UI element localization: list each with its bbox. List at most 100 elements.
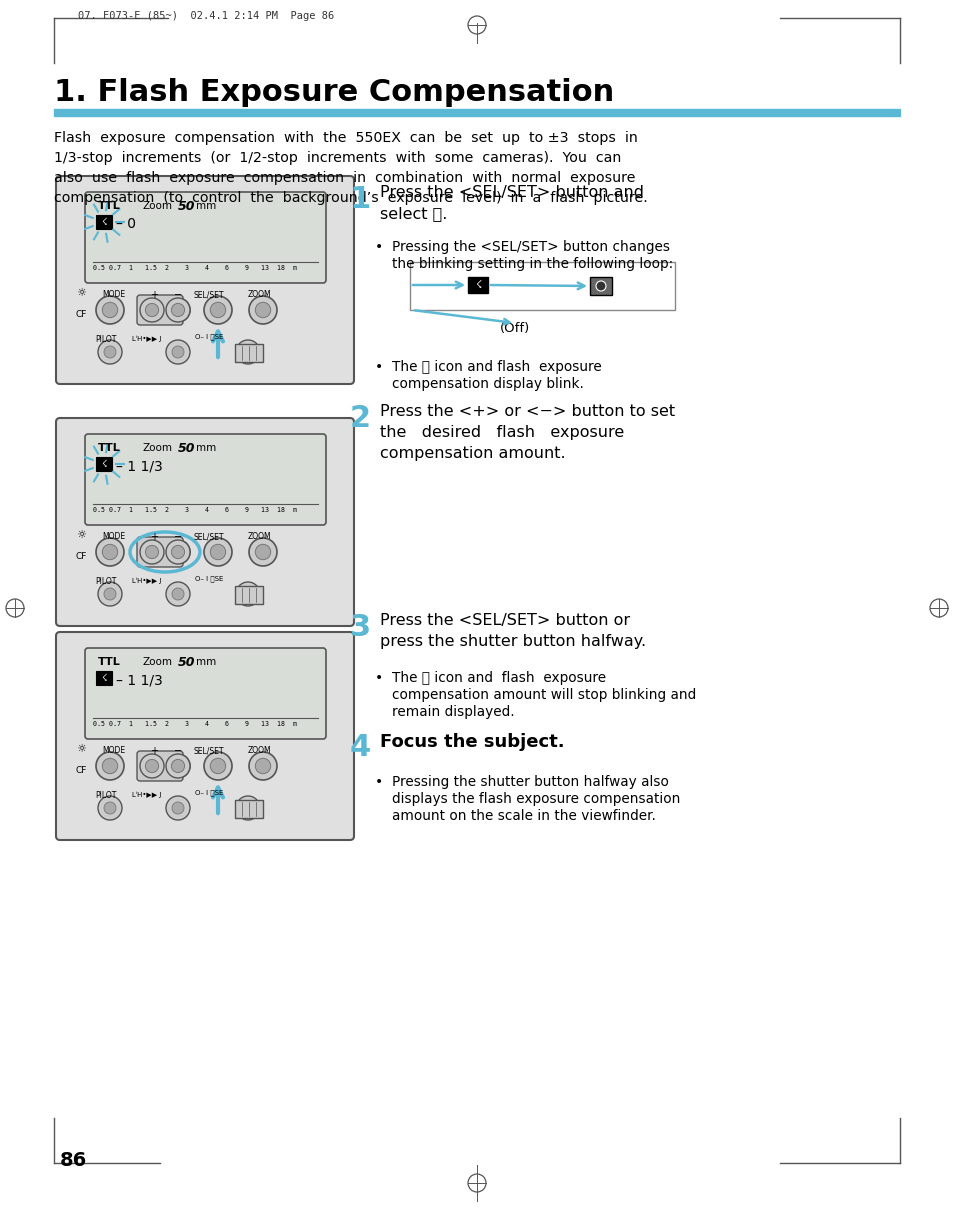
Text: the blinking setting in the following loop:: the blinking setting in the following lo… xyxy=(392,257,673,270)
Circle shape xyxy=(255,302,271,318)
Text: Press the <SEL/SET> button and: Press the <SEL/SET> button and xyxy=(379,185,643,200)
Text: mm: mm xyxy=(195,201,216,211)
Circle shape xyxy=(172,303,185,317)
Text: The ⓻ icon and  flash  exposure: The ⓻ icon and flash exposure xyxy=(392,671,605,685)
Text: ☼: ☼ xyxy=(76,530,86,540)
Circle shape xyxy=(140,298,164,322)
FancyBboxPatch shape xyxy=(85,648,326,739)
Circle shape xyxy=(249,296,276,324)
Bar xyxy=(234,800,263,818)
Circle shape xyxy=(249,538,276,566)
Text: 1. Flash Exposure Compensation: 1. Flash Exposure Compensation xyxy=(54,78,614,107)
Bar xyxy=(234,343,263,362)
Circle shape xyxy=(166,340,190,364)
Text: 4: 4 xyxy=(350,733,371,762)
Circle shape xyxy=(96,296,124,324)
Circle shape xyxy=(172,303,185,317)
Circle shape xyxy=(166,540,190,564)
Circle shape xyxy=(140,754,164,778)
Text: compensation amount.: compensation amount. xyxy=(379,446,565,460)
Text: Press the <+> or <−> button to set: Press the <+> or <−> button to set xyxy=(379,404,675,419)
Circle shape xyxy=(172,588,184,600)
Circle shape xyxy=(145,759,158,772)
Text: TTL: TTL xyxy=(98,657,121,667)
Text: 50: 50 xyxy=(178,657,195,669)
Text: LⁱH•▶▶ J: LⁱH•▶▶ J xyxy=(132,577,161,583)
Circle shape xyxy=(242,801,253,814)
Text: 07. F073-E (85~)  02.4.1 2:14 PM  Page 86: 07. F073-E (85~) 02.4.1 2:14 PM Page 86 xyxy=(78,11,334,21)
Text: ☼: ☼ xyxy=(76,744,86,754)
Circle shape xyxy=(210,302,226,318)
Text: Zoom: Zoom xyxy=(143,201,172,211)
Text: PILOT: PILOT xyxy=(95,790,116,800)
Text: Press the <SEL/SET> button or: Press the <SEL/SET> button or xyxy=(379,613,630,628)
Bar xyxy=(54,108,899,116)
Text: −: − xyxy=(173,532,182,542)
Circle shape xyxy=(249,752,276,780)
Text: Focus the subject.: Focus the subject. xyxy=(379,733,564,752)
Text: 50: 50 xyxy=(178,442,195,456)
Circle shape xyxy=(140,754,164,778)
Text: •: • xyxy=(375,671,383,685)
Text: compensation  (to  control  the  background’s  exposure  level)  in  a  flash  p: compensation (to control the background’… xyxy=(54,191,647,205)
Text: PILOT: PILOT xyxy=(95,577,116,586)
Text: – 1 1/3: – 1 1/3 xyxy=(116,674,163,687)
Text: 0.5 0.7  1   1.5  2    3    4    6    9   13  18  m: 0.5 0.7 1 1.5 2 3 4 6 9 13 18 m xyxy=(92,721,296,727)
Circle shape xyxy=(104,346,116,358)
Text: MODE: MODE xyxy=(102,290,125,298)
Text: •: • xyxy=(375,775,383,789)
Text: displays the flash exposure compensation: displays the flash exposure compensation xyxy=(392,792,679,806)
Circle shape xyxy=(172,801,184,814)
Bar xyxy=(234,586,263,604)
Circle shape xyxy=(145,546,158,559)
Circle shape xyxy=(102,544,117,560)
FancyBboxPatch shape xyxy=(85,434,326,525)
Text: SEL/SET: SEL/SET xyxy=(193,290,224,298)
Text: CF: CF xyxy=(76,311,88,319)
Circle shape xyxy=(172,546,185,559)
Circle shape xyxy=(172,346,184,358)
Circle shape xyxy=(242,346,253,358)
Bar xyxy=(410,262,675,311)
Circle shape xyxy=(235,797,260,820)
Circle shape xyxy=(145,759,158,772)
Text: ZOOM: ZOOM xyxy=(248,532,272,541)
Text: Zoom: Zoom xyxy=(143,657,172,667)
Circle shape xyxy=(140,540,164,564)
Text: O– I ⌛SE: O– I ⌛SE xyxy=(194,333,223,340)
Text: compensation display blink.: compensation display blink. xyxy=(392,378,583,391)
Circle shape xyxy=(145,303,158,317)
Circle shape xyxy=(140,298,164,322)
Text: 2: 2 xyxy=(350,404,371,434)
Circle shape xyxy=(166,797,190,820)
Text: 50: 50 xyxy=(178,200,195,213)
Text: mm: mm xyxy=(195,443,216,453)
Circle shape xyxy=(166,754,190,778)
Bar xyxy=(468,276,488,294)
FancyBboxPatch shape xyxy=(137,295,183,325)
Text: Pressing the <SEL/SET> button changes: Pressing the <SEL/SET> button changes xyxy=(392,240,669,255)
Text: O– I ⌛SE: O– I ⌛SE xyxy=(194,575,223,582)
Text: CF: CF xyxy=(76,766,88,775)
Text: ZOOM: ZOOM xyxy=(248,290,272,298)
Text: CF: CF xyxy=(76,552,88,561)
Text: press the shutter button halfway.: press the shutter button halfway. xyxy=(379,635,645,649)
Text: •: • xyxy=(375,361,383,374)
Circle shape xyxy=(96,752,124,780)
Text: 0.5 0.7  1   1.5  2    3    4    6    9   13  18  m: 0.5 0.7 1 1.5 2 3 4 6 9 13 18 m xyxy=(92,507,296,513)
Bar xyxy=(589,276,612,295)
Circle shape xyxy=(166,540,190,564)
Circle shape xyxy=(242,588,253,600)
FancyBboxPatch shape xyxy=(56,418,354,626)
Circle shape xyxy=(255,544,271,560)
Text: LⁱH•▶▶ J: LⁱH•▶▶ J xyxy=(132,790,161,798)
Text: TTL: TTL xyxy=(98,201,121,211)
Text: LⁱH•▶▶ J: LⁱH•▶▶ J xyxy=(132,335,161,342)
Circle shape xyxy=(145,303,158,317)
FancyBboxPatch shape xyxy=(137,752,183,781)
Text: +: + xyxy=(150,290,158,300)
Circle shape xyxy=(140,540,164,564)
Text: Pressing the shutter button halfway also: Pressing the shutter button halfway also xyxy=(392,775,668,789)
Text: 86: 86 xyxy=(60,1151,87,1170)
Circle shape xyxy=(235,582,260,607)
